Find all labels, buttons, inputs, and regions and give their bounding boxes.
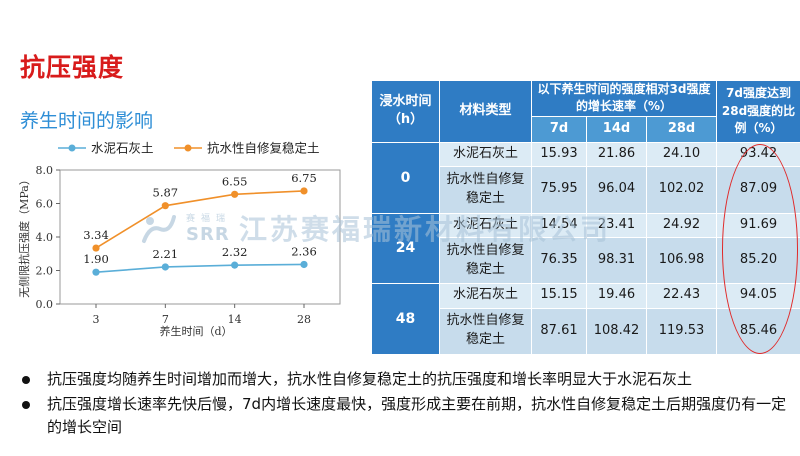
bullet-item: 抗压强度均随养生时间增加而增大，抗水性自修复稳定土的抗压强度和增长率明显大于水泥… (18, 368, 788, 391)
data-label: 2.36 (291, 244, 317, 258)
header-growth-rate: 以下养生时间的强度相对3d强度的增长速率（%） (530, 80, 718, 117)
strength-line-chart: 水泥石灰土 抗水性自修复稳定土 0.0 2.0 4.0 6.0 8.0 3 7 14 28 1.9… (17, 141, 341, 338)
header-14d: 14d (586, 115, 647, 143)
chart-legend: 水泥石灰土 抗水性自修复稳定土 (58, 141, 320, 156)
rate-28d-cell: 24.10 (645, 141, 718, 168)
y-tick-label: 0.0 (36, 298, 54, 311)
data-label: 6.75 (291, 171, 317, 185)
ratio-cell: 91.69 (716, 212, 800, 238)
header-material: 材料类型 (439, 80, 532, 143)
rate-28d-cell: 22.43 (645, 283, 718, 309)
material-cell: 水泥石灰土 (439, 212, 532, 238)
data-point (300, 260, 308, 269)
rate-14d-cell: 96.04 (586, 166, 647, 214)
data-label: 3.34 (83, 228, 109, 242)
header-7d: 7d (531, 115, 587, 143)
y-tick-label: 6.0 (36, 198, 54, 211)
slide-subtitle: 养生时间的影响 (20, 110, 154, 132)
chart-series-layer: 1.90 2.21 2.32 2.36 3.34 5.87 6.55 6.75 (83, 171, 317, 276)
soak-time-cell: 24 (371, 212, 440, 285)
data-label: 2.32 (222, 245, 248, 259)
ratio-cell: 85.20 (716, 236, 800, 285)
bullet-dot-icon (22, 376, 30, 384)
data-point (161, 202, 169, 210)
material-cell: 抗水性自修复稳定土 (439, 236, 532, 285)
conclusion-bullets: 抗压强度均随养生时间增加而增大，抗水性自修复稳定土的抗压强度和增长率明显大于水泥… (18, 368, 788, 441)
bullet-dot-icon (22, 401, 30, 409)
ratio-cell: 85.46 (716, 307, 800, 355)
data-label: 2.21 (153, 247, 179, 261)
rate-28d-cell: 106.98 (645, 236, 718, 285)
rate-14d-cell: 23.41 (586, 212, 647, 238)
chart-axes: 0.0 2.0 4.0 6.0 8.0 3 7 14 28 (36, 164, 341, 326)
ratio-cell: 87.09 (716, 166, 800, 214)
data-point (300, 187, 308, 195)
header-7d-to-28d-ratio: 7d强度达到28d强度的比例（%） (716, 80, 800, 143)
rate-7d-cell: 15.15 (531, 283, 587, 309)
series-line (95, 263, 305, 273)
rate-7d-cell: 75.95 (531, 166, 587, 214)
legend-label: 抗水性自修复稳定土 (207, 141, 320, 156)
data-label: 5.87 (153, 186, 179, 200)
rate-14d-cell: 19.46 (586, 283, 647, 309)
data-point (92, 268, 100, 276)
material-cell: 水泥石灰土 (439, 141, 532, 168)
rate-14d-cell: 21.86 (586, 141, 647, 168)
bullet-text: 抗压强度均随养生时间增加而增大，抗水性自修复稳定土的抗压强度和增长率明显大于水泥… (47, 370, 693, 388)
x-tick-label: 14 (228, 313, 242, 326)
growth-rate-table: 浸水时间（h） 材料类型 以下养生时间的强度相对3d强度的增长速率（%） 7d强… (371, 80, 800, 355)
soak-time-cell: 0 (371, 141, 440, 214)
rate-7d-cell: 14.54 (531, 212, 587, 238)
bullet-text: 抗压强度增长速率先快后慢，7d内增长速度最快，强度形成主要在前期，抗水性自修复稳… (47, 395, 787, 436)
rate-28d-cell: 102.02 (645, 166, 718, 214)
material-cell: 水泥石灰土 (439, 283, 532, 309)
data-label: 6.55 (222, 174, 248, 188)
data-point (161, 263, 169, 271)
ratio-cell: 93.42 (716, 141, 800, 168)
header-28d: 28d (645, 115, 718, 143)
bullet-item: 抗压强度增长速率先快后慢，7d内增长速度最快，强度形成主要在前期，抗水性自修复稳… (18, 393, 788, 439)
legend-swatch-marker (68, 144, 76, 152)
rate-28d-cell: 119.53 (645, 307, 718, 355)
material-cell: 抗水性自修复稳定土 (439, 307, 532, 355)
rate-7d-cell: 87.61 (531, 307, 587, 355)
rate-7d-cell: 76.35 (531, 236, 587, 285)
y-tick-label: 2.0 (36, 265, 54, 278)
data-label: 1.90 (83, 252, 109, 266)
header-soak-time: 浸水时间（h） (371, 80, 440, 143)
x-tick-label: 7 (162, 313, 169, 326)
data-point (92, 244, 100, 252)
data-point (231, 190, 239, 198)
data-point (231, 261, 239, 269)
legend-swatch-marker (184, 144, 192, 152)
legend-label: 水泥石灰土 (91, 141, 154, 156)
x-tick-label: 28 (297, 313, 311, 326)
y-tick-label: 8.0 (36, 164, 54, 177)
material-cell: 抗水性自修复稳定土 (439, 166, 532, 214)
x-axis-label: 养生时间（d） (159, 324, 232, 338)
ratio-cell: 94.05 (716, 283, 800, 309)
y-tick-label: 4.0 (36, 231, 54, 244)
rate-14d-cell: 98.31 (586, 236, 647, 285)
rate-28d-cell: 24.92 (645, 212, 718, 238)
y-axis-label: 无侧限抗压强度（MPa） (17, 174, 31, 298)
x-tick-label: 3 (93, 313, 100, 326)
series-line (95, 190, 305, 249)
rate-7d-cell: 15.93 (531, 141, 587, 168)
rate-14d-cell: 108.42 (586, 307, 647, 355)
slide-title: 抗压强度 (20, 53, 125, 82)
soak-time-cell: 48 (371, 283, 440, 355)
